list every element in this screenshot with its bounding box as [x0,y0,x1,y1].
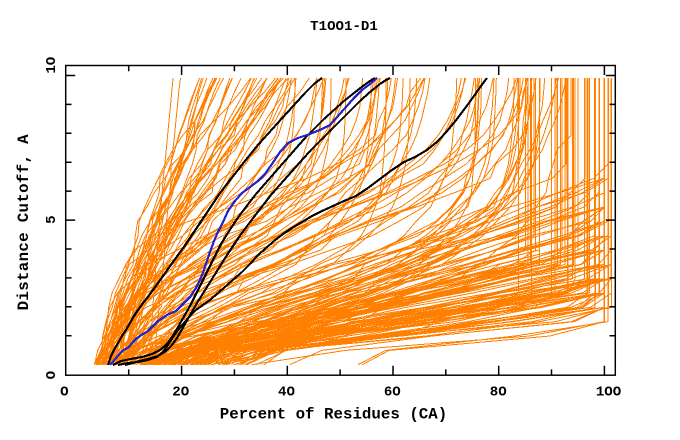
svg-text:2O: 2O [172,385,189,401]
svg-text:1OO: 1OO [596,385,621,401]
svg-text:8O: 8O [490,385,507,401]
svg-text:1O: 1O [44,57,60,74]
svg-text:6O: 6O [384,385,401,401]
svg-text:O: O [44,371,60,379]
svg-text:O: O [60,385,68,401]
svg-text:4O: 4O [278,385,295,401]
svg-text:Distance Cutoff, A: Distance Cutoff, A [15,134,33,311]
svg-text:Percent of Residues (CA): Percent of Residues (CA) [220,405,448,423]
svg-text:5: 5 [44,215,60,223]
svg-text:T1OO1-D1: T1OO1-D1 [310,19,378,35]
